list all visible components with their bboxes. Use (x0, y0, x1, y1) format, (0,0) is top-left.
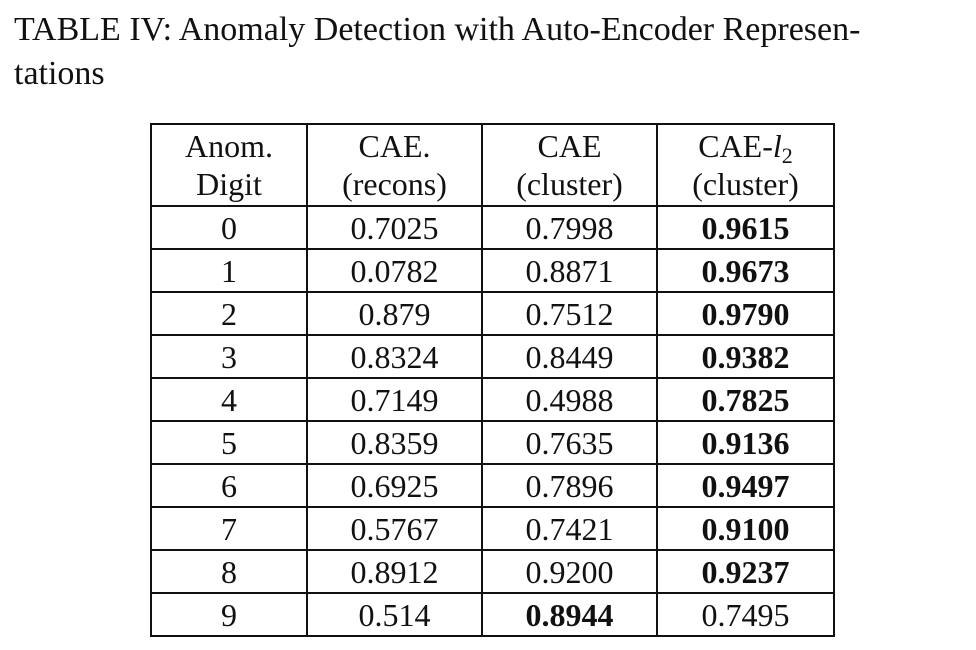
header-cae-cluster: CAE (cluster) (481, 123, 658, 207)
caption-line-2: tations (14, 55, 105, 92)
header-anom-digit: Anom. Digit (150, 123, 308, 207)
cell-digit: 9 (150, 592, 308, 637)
cell-digit: 7 (150, 506, 308, 551)
cell-recons: 0.514 (306, 592, 483, 637)
cell-l2: 0.9615 (656, 205, 835, 250)
header-cae-l2-line-1: CAE-l2 (658, 127, 833, 168)
caption-line-1: TABLE IV: Anomaly Detection with Auto-En… (14, 11, 861, 48)
cell-cluster: 0.7421 (481, 506, 658, 551)
cell-l2: 0.9136 (656, 420, 835, 465)
table-row: 6 0.6925 0.7896 0.9497 (150, 463, 835, 508)
cell-recons: 0.7025 (306, 205, 483, 250)
table-row: 5 0.8359 0.7635 0.9136 (150, 420, 835, 465)
cell-l2: 0.9382 (656, 334, 835, 379)
cell-l2: 0.7495 (656, 592, 835, 637)
cell-l2: 0.9497 (656, 463, 835, 508)
cell-recons: 0.7149 (306, 377, 483, 422)
table-row: 3 0.8324 0.8449 0.9382 (150, 334, 835, 379)
header-anom-digit-line-1: Anom. (185, 128, 273, 164)
header-cae-l2-line-2: (cluster) (692, 166, 799, 202)
header-cae-recons-line-1: CAE. (358, 128, 431, 164)
cell-l2: 0.9237 (656, 549, 835, 594)
header-cae-recons: CAE. (recons) (306, 123, 483, 207)
cell-digit: 1 (150, 248, 308, 293)
table-row: 8 0.8912 0.9200 0.9237 (150, 549, 835, 594)
cell-recons: 0.0782 (306, 248, 483, 293)
cell-digit: 8 (150, 549, 308, 594)
header-cae-recons-line-2: (recons) (342, 166, 447, 202)
cell-cluster: 0.8944 (481, 592, 658, 637)
table-row: 1 0.0782 0.8871 0.9673 (150, 248, 835, 293)
header-cae-l2-var: l (772, 128, 782, 164)
cell-l2: 0.9673 (656, 248, 835, 293)
header-cae-cluster-line-1: CAE (537, 128, 602, 164)
results-table-wrapper: Anom. Digit CAE. (recons) CAE (cluster) … (150, 123, 835, 637)
cell-cluster: 0.8871 (481, 248, 658, 293)
cell-digit: 2 (150, 291, 308, 336)
cell-cluster: 0.9200 (481, 549, 658, 594)
table-row: 7 0.5767 0.7421 0.9100 (150, 506, 835, 551)
header-row: Anom. Digit CAE. (recons) CAE (cluster) … (150, 123, 835, 207)
table-row: 0 0.7025 0.7998 0.9615 (150, 205, 835, 250)
table-row: 9 0.514 0.8944 0.7495 (150, 592, 835, 637)
cell-cluster: 0.7512 (481, 291, 658, 336)
table-row: 2 0.879 0.7512 0.9790 (150, 291, 835, 336)
cell-l2: 0.9790 (656, 291, 835, 336)
cell-digit: 3 (150, 334, 308, 379)
cell-recons: 0.879 (306, 291, 483, 336)
header-cae-l2-subscript: 2 (781, 143, 793, 168)
header-cae-l2-cluster: CAE-l2 (cluster) (656, 123, 835, 207)
cell-cluster: 0.7635 (481, 420, 658, 465)
cell-digit: 0 (150, 205, 308, 250)
cell-digit: 4 (150, 377, 308, 422)
cell-cluster: 0.7896 (481, 463, 658, 508)
table-caption: TABLE IV: Anomaly Detection with Auto-En… (14, 8, 964, 96)
table-body: 0 0.7025 0.7998 0.9615 1 0.0782 0.8871 0.9673 2 0… (150, 205, 835, 637)
cell-recons: 0.5767 (306, 506, 483, 551)
cell-recons: 0.6925 (306, 463, 483, 508)
cell-cluster: 0.4988 (481, 377, 658, 422)
header-cae-cluster-line-2: (cluster) (516, 166, 623, 202)
header-cae-l2-prefix: CAE- (698, 128, 773, 164)
table-row: 4 0.7149 0.4988 0.7825 (150, 377, 835, 422)
cell-digit: 6 (150, 463, 308, 508)
cell-recons: 0.8359 (306, 420, 483, 465)
results-table: Anom. Digit CAE. (recons) CAE (cluster) … (150, 123, 835, 637)
cell-cluster: 0.7998 (481, 205, 658, 250)
cell-l2: 0.7825 (656, 377, 835, 422)
cell-digit: 5 (150, 420, 308, 465)
cell-cluster: 0.8449 (481, 334, 658, 379)
table-header: Anom. Digit CAE. (recons) CAE (cluster) … (150, 123, 835, 207)
cell-recons: 0.8324 (306, 334, 483, 379)
cell-recons: 0.8912 (306, 549, 483, 594)
cell-l2: 0.9100 (656, 506, 835, 551)
header-anom-digit-line-2: Digit (196, 166, 262, 202)
